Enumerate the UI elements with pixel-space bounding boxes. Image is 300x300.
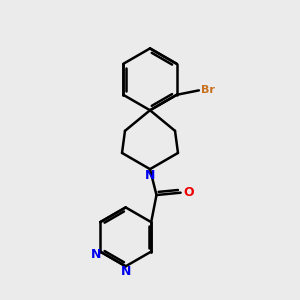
Text: N: N (90, 248, 101, 261)
Text: Br: Br (201, 85, 215, 95)
Text: O: O (184, 186, 194, 199)
Text: N: N (145, 169, 155, 182)
Text: N: N (121, 265, 131, 278)
